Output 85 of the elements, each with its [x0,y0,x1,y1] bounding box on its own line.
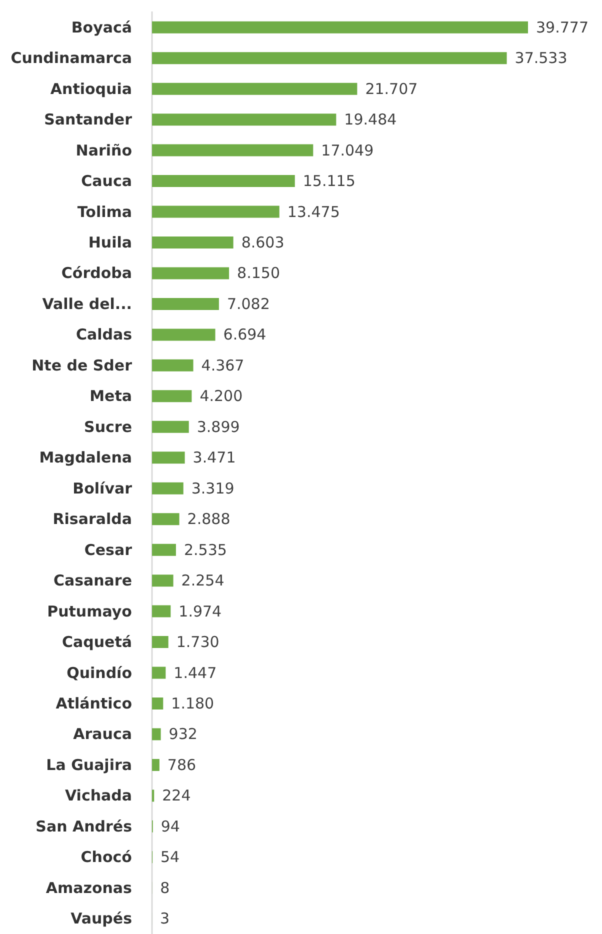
bar [152,52,507,64]
y-tick-label: Cesar [84,540,133,559]
y-tick-label: Quindío [66,664,132,682]
data-label: 1.180 [171,694,214,712]
data-label: 1.974 [178,602,222,620]
y-tick-label: Vichada [64,786,132,805]
y-tick-label: Meta [90,387,132,406]
data-label: 4.200 [200,387,243,406]
bar [152,114,336,126]
y-tick-label: San Andrés [36,817,132,836]
bar [152,328,216,341]
bar [152,574,174,587]
bar [152,175,295,188]
data-label: 8.150 [237,264,280,282]
y-tick-label: Santander [44,110,133,129]
data-label: 932 [168,725,198,744]
data-label: 37.533 [514,49,568,68]
y-tick-label: Nariño [76,141,132,160]
y-tick-label: Bolívar [72,479,133,498]
y-tick-label: Sucre [84,418,132,436]
bar [152,82,358,95]
bar [152,236,234,248]
y-tick-label: Vaupés [70,910,132,928]
bar [152,206,280,218]
y-tick-label: Caquetá [62,633,132,652]
y-tick-label: Risaralda [52,510,132,528]
bar [152,636,168,648]
data-label: 6.694 [223,326,266,344]
y-tick-label: Amazonas [46,878,132,897]
bar [152,390,192,402]
y-tick-label: Arauca [73,725,132,744]
bar [152,359,194,372]
y-tick-label: Cundinamarca [10,49,132,68]
y-tick-label: Huila [88,234,132,252]
y-tick-label: Cauca [81,172,132,190]
data-label: 2.535 [184,540,227,559]
data-label: 3.319 [191,479,234,498]
data-label: 3 [160,910,170,928]
y-tick-label: La Guajira [46,756,132,774]
data-label: 224 [162,786,191,805]
bar [152,728,161,740]
bar [152,544,176,556]
data-label: 94 [160,817,180,836]
data-label: 2.254 [181,572,224,590]
data-label: 54 [160,848,180,866]
y-tick-label: Boyacá [71,18,132,36]
bar [152,298,219,310]
bar [152,267,230,280]
bar [152,482,184,494]
bar [152,144,314,156]
y-tick-label: Chocó [80,848,132,866]
data-label: 786 [167,756,196,774]
y-tick-label: Nte de Sder [32,356,133,374]
data-label: 1.447 [174,664,217,682]
bar [152,21,528,34]
data-label: 13.475 [287,202,340,221]
bar [152,452,185,464]
bar [152,698,164,710]
data-label: 4.367 [201,356,244,374]
data-label: 1.730 [176,633,220,652]
y-tick-label: Magdalena [39,448,132,467]
data-label: 17.049 [321,141,374,160]
y-tick-label: Caldas [76,326,132,344]
data-label: 7.082 [226,294,270,313]
y-tick-label: Córdoba [61,264,132,282]
y-tick-label: Tolima [77,202,132,221]
bar [152,605,171,618]
bar [152,758,160,771]
bar [152,666,166,679]
y-tick-label: Antioquia [50,80,132,98]
data-label: 8 [160,878,170,897]
y-tick-label: Putumayo [47,602,132,620]
data-label: 8.603 [241,234,284,252]
data-label: 21.707 [365,80,418,98]
data-label: 39.777 [536,18,588,36]
data-label: 15.115 [302,172,356,190]
bar [152,420,189,433]
y-tick-label: Valle del... [42,294,132,313]
y-tick-label: Atlántico [56,694,132,712]
data-label: 3.899 [196,418,240,436]
data-label: 3.471 [192,448,236,467]
data-label: 19.484 [344,110,397,129]
data-label: 2.888 [187,510,230,528]
bar [152,513,180,526]
y-tick-label: Casanare [53,572,132,590]
